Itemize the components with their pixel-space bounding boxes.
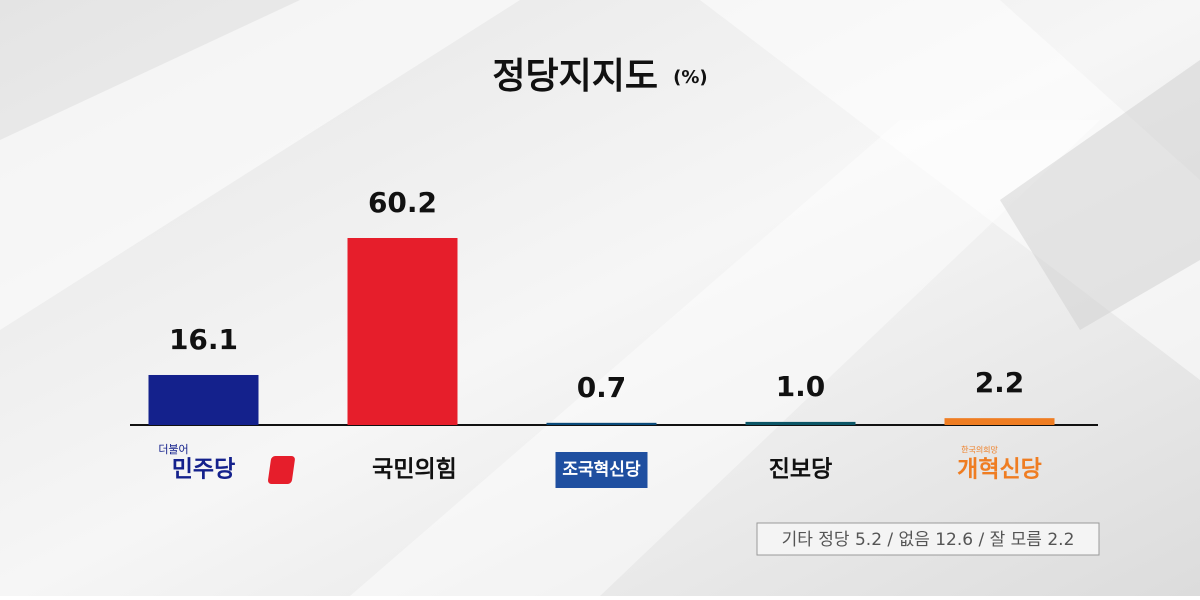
category-label: 개혁신당 [957, 457, 1042, 483]
bar [745, 421, 856, 425]
note: 기타 정당 5.2 / 없음 12.6 / 잘 모름 2.2 [782, 530, 1075, 550]
bar [148, 374, 259, 425]
category-tagline: 더불어 [158, 443, 188, 456]
value-label: 1.0 [776, 370, 826, 403]
bg-shape [0, 0, 520, 330]
bg-shape [350, 120, 1100, 596]
bar [546, 422, 657, 425]
category-tagline: 한국의희망 [961, 445, 998, 455]
category-label: 진보당 [769, 457, 832, 483]
value-label: 2.2 [975, 366, 1025, 399]
title-text: 정당지지도 [492, 56, 658, 97]
note-box [756, 522, 1100, 556]
category-label: 조국혁신당 [562, 459, 641, 480]
chart-title: 정당지지도 (%) [492, 56, 707, 97]
category-label: 민주당 [172, 457, 235, 483]
value-label: 0.7 [577, 371, 627, 404]
category-label: 국민의힘 [372, 457, 457, 483]
bar [944, 418, 1055, 425]
logo-icon [268, 456, 295, 484]
value-label: 16.1 [169, 323, 238, 356]
bg-shape [1000, 60, 1200, 330]
logo-box [555, 452, 648, 488]
value-label: 60.2 [368, 186, 437, 219]
unit: (%) [673, 67, 708, 88]
bar [347, 238, 458, 425]
